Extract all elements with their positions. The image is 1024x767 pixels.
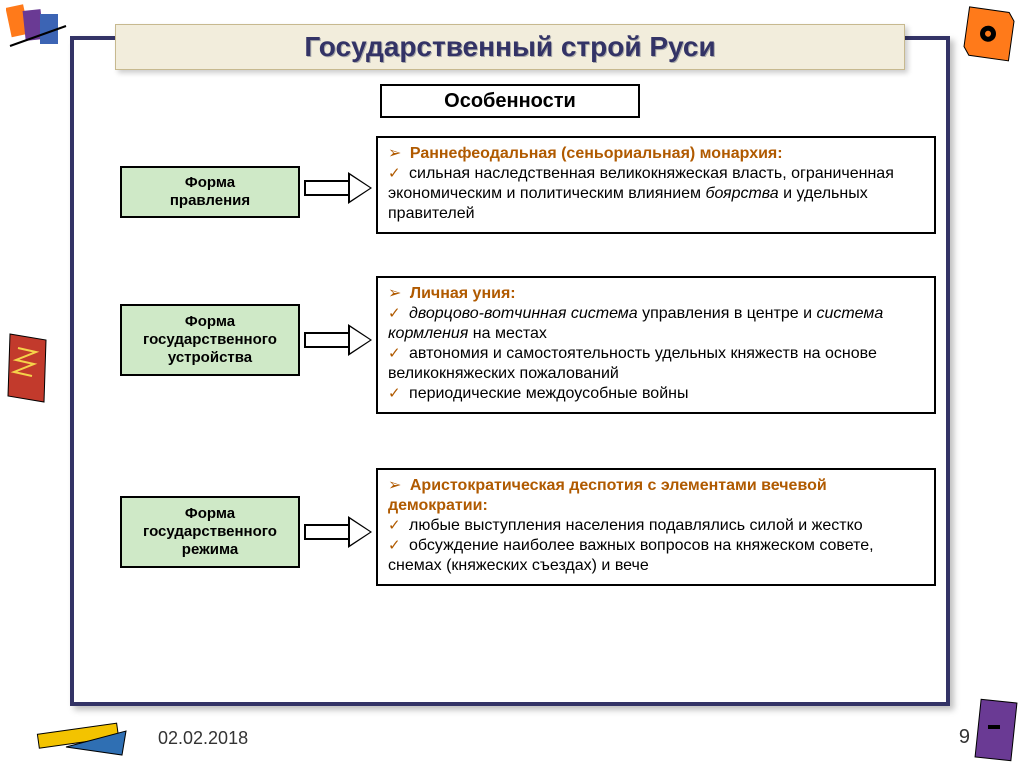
form-box-rezhim: Формагосударственногорежима bbox=[120, 496, 300, 568]
subtitle-text: Особенности bbox=[444, 90, 576, 113]
arrow-icon bbox=[304, 516, 374, 548]
form-label: Формагосударственногоустройства bbox=[143, 313, 277, 367]
subtitle-box: Особенности bbox=[380, 84, 640, 118]
decor-left bbox=[6, 330, 50, 408]
desc-box-1: Раннефеодальная (сеньориальная) монархия… bbox=[376, 136, 936, 234]
desc-point: дворцово-вотчинная система управления в … bbox=[388, 304, 924, 344]
slide-title: Государственный строй Руси bbox=[304, 31, 715, 63]
arrow-icon bbox=[304, 324, 374, 356]
desc-point: автономия и самостоятельность удельных к… bbox=[388, 344, 924, 384]
desc-point: периодические междоусобные войны bbox=[388, 384, 924, 404]
desc-title-row: Аристократическая деспотия с элементами … bbox=[388, 476, 924, 516]
footer-page-number: 9 bbox=[959, 726, 970, 749]
arrow-icon bbox=[304, 172, 374, 204]
decor-bottomright bbox=[974, 695, 1018, 765]
decor-topleft bbox=[6, 4, 70, 50]
desc-box-2: Личная уния: дворцово-вотчинная система … bbox=[376, 276, 936, 414]
desc-box-3: Аристократическая деспотия с элементами … bbox=[376, 468, 936, 586]
footer-date: 02.02.2018 bbox=[158, 728, 248, 749]
form-box-ustroystvo: Формагосударственногоустройства bbox=[120, 304, 300, 376]
form-box-pravleniya: Формаправления bbox=[120, 166, 300, 218]
desc-point: любые выступления населения подавлялись … bbox=[388, 516, 924, 536]
title-bar: Государственный строй Руси bbox=[115, 24, 905, 70]
form-label: Формаправления bbox=[170, 174, 250, 209]
desc-title-row: Раннефеодальная (сеньориальная) монархия… bbox=[388, 144, 924, 164]
decor-topright bbox=[956, 0, 1024, 68]
decor-bottomleft bbox=[36, 711, 132, 767]
desc-point: обсуждение наиболее важных вопросов на к… bbox=[388, 536, 924, 576]
form-label: Формагосударственногорежима bbox=[143, 505, 277, 559]
desc-title-row: Личная уния: bbox=[388, 284, 924, 304]
desc-title: Раннефеодальная (сеньориальная) монархия bbox=[410, 145, 777, 162]
desc-point: сильная наследственная великокняжеская в… bbox=[388, 164, 924, 224]
